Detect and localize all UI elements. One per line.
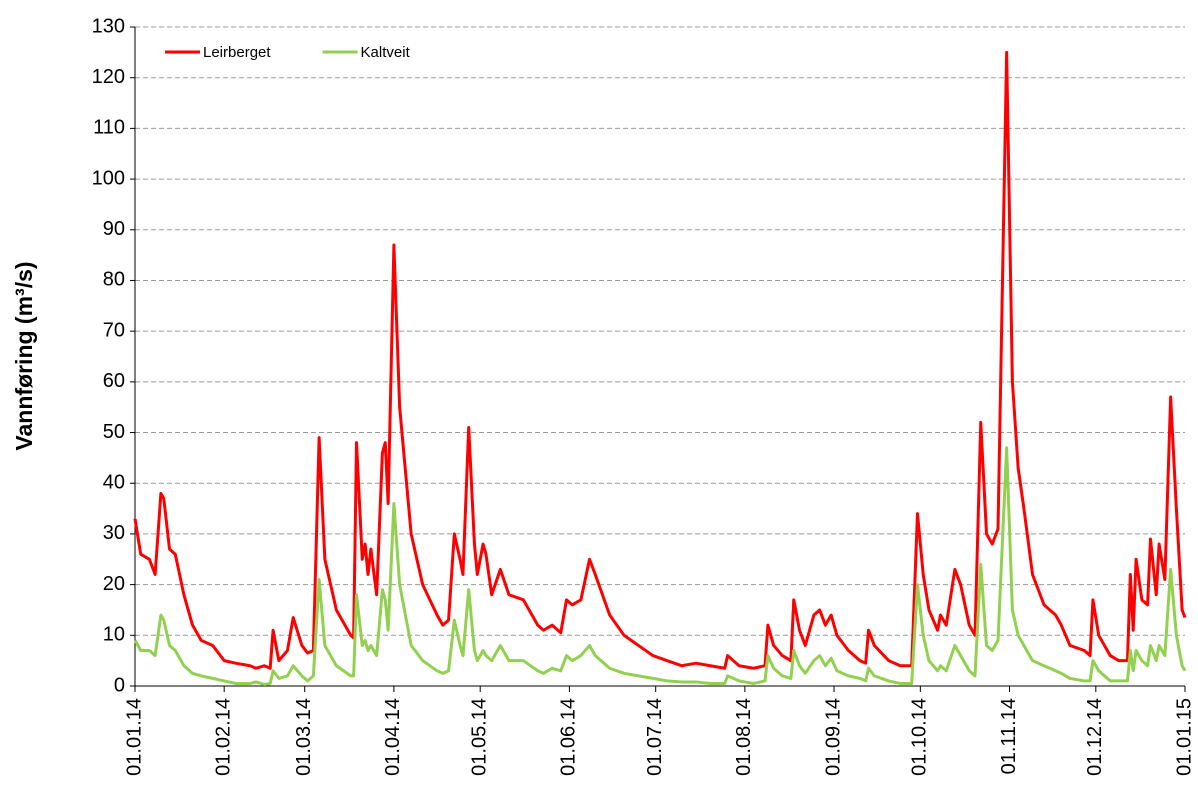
x-tick-label: 01.08.14: [733, 698, 755, 776]
x-tick-label: 01.05.14: [468, 698, 490, 776]
y-tick-label: 0: [114, 674, 125, 696]
line-series: [133, 446, 1187, 686]
y-axis-label: Vannføring (m³/s): [11, 261, 37, 450]
y-tick-label: 60: [103, 370, 125, 392]
y-tick-label: 120: [92, 66, 125, 88]
x-tick-label: 01.04.14: [382, 698, 404, 776]
x-tick-label: 01.07.14: [644, 698, 666, 776]
x-tick-label: 01.02.14: [212, 698, 234, 776]
y-tick-label: 90: [103, 218, 125, 240]
y-tick-label: 110: [93, 117, 125, 139]
line-series: [133, 50, 1187, 670]
y-tick-label: 100: [92, 167, 125, 189]
x-tick-label: 01.01.15: [1173, 698, 1195, 776]
y-tick-label: 40: [103, 472, 125, 494]
x-tick-label: 01.03.14: [293, 698, 315, 776]
y-tick-label: 30: [103, 522, 125, 544]
x-tick-label: 01.10.14: [909, 698, 931, 776]
legend-label: Kaltveit: [361, 44, 411, 61]
x-tick-label: 01.06.14: [558, 698, 580, 776]
x-tick-label: 01.09.14: [822, 698, 844, 776]
y-tick-label: 130: [92, 15, 125, 37]
y-tick-label: 20: [103, 573, 125, 595]
legend-label: Leirberget: [203, 44, 271, 61]
x-tick-label: 01.01.14: [123, 698, 145, 776]
y-tick-label: 10: [103, 624, 125, 646]
x-tick-label: 01.12.14: [1084, 698, 1106, 776]
y-tick-label: 70: [103, 319, 125, 341]
x-tick-label: 01.11.14: [998, 698, 1020, 774]
y-tick-label: 50: [103, 421, 125, 443]
y-tick-label: 80: [103, 269, 125, 291]
